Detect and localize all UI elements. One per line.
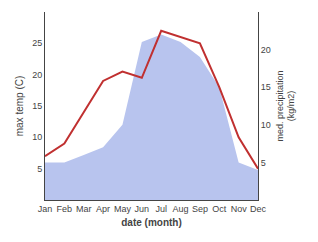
svg-text:Sep: Sep <box>192 204 208 214</box>
svg-text:5: 5 <box>37 164 42 174</box>
svg-text:Aug: Aug <box>173 204 189 214</box>
svg-text:15: 15 <box>261 82 271 92</box>
svg-text:Feb: Feb <box>57 204 73 214</box>
svg-text:Jul: Jul <box>155 204 167 214</box>
svg-text:med. precipitation(kg/m2): med. precipitation(kg/m2) <box>275 70 297 141</box>
svg-text:Mar: Mar <box>76 204 92 214</box>
svg-text:max temp (C): max temp (C) <box>14 76 25 137</box>
svg-text:date (month): date (month) <box>121 217 182 228</box>
svg-text:May: May <box>114 204 132 214</box>
svg-text:Apr: Apr <box>96 204 110 214</box>
svg-text:10: 10 <box>261 120 271 130</box>
svg-text:15: 15 <box>32 101 42 111</box>
svg-text:20: 20 <box>261 45 271 55</box>
svg-text:25: 25 <box>32 38 42 48</box>
svg-text:20: 20 <box>32 70 42 80</box>
svg-text:5: 5 <box>261 158 266 168</box>
svg-text:Jan: Jan <box>38 204 53 214</box>
svg-text:10: 10 <box>32 132 42 142</box>
svg-text:Oct: Oct <box>212 204 227 214</box>
svg-text:Nov: Nov <box>231 204 248 214</box>
svg-text:Jun: Jun <box>135 204 150 214</box>
svg-text:Dec: Dec <box>250 204 267 214</box>
